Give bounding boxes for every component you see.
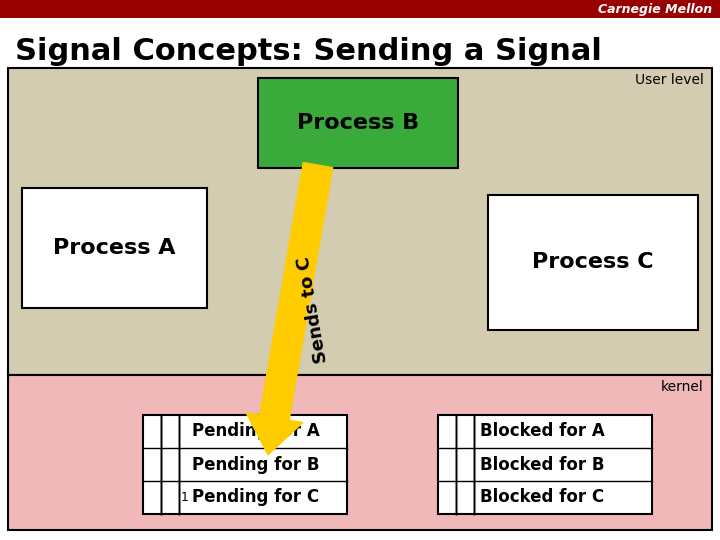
Text: Pending for B: Pending for B bbox=[192, 456, 320, 474]
Bar bbox=[438, 415, 652, 514]
Text: Blocked for B: Blocked for B bbox=[480, 456, 605, 474]
Bar bbox=[143, 415, 347, 514]
Text: User level: User level bbox=[635, 73, 704, 87]
Text: Process B: Process B bbox=[297, 113, 419, 133]
Bar bbox=[8, 375, 712, 530]
Text: kernel: kernel bbox=[661, 380, 704, 394]
Text: Process C: Process C bbox=[532, 253, 654, 273]
Bar bbox=[488, 195, 698, 330]
Text: Pending for A: Pending for A bbox=[192, 422, 320, 441]
Text: Blocked for C: Blocked for C bbox=[480, 489, 604, 507]
Bar bbox=[8, 68, 712, 375]
Text: 1: 1 bbox=[181, 491, 189, 504]
Bar bbox=[0, 0, 720, 18]
Text: Blocked for A: Blocked for A bbox=[480, 422, 605, 441]
Text: Sends to C: Sends to C bbox=[295, 255, 331, 364]
FancyArrow shape bbox=[246, 163, 333, 455]
Text: Carnegie Mellon: Carnegie Mellon bbox=[598, 3, 712, 16]
Text: Pending for C: Pending for C bbox=[192, 489, 319, 507]
Bar bbox=[22, 188, 207, 308]
Bar bbox=[258, 78, 458, 168]
Text: Signal Concepts: Sending a Signal: Signal Concepts: Sending a Signal bbox=[15, 37, 602, 66]
Text: Process A: Process A bbox=[53, 238, 176, 258]
